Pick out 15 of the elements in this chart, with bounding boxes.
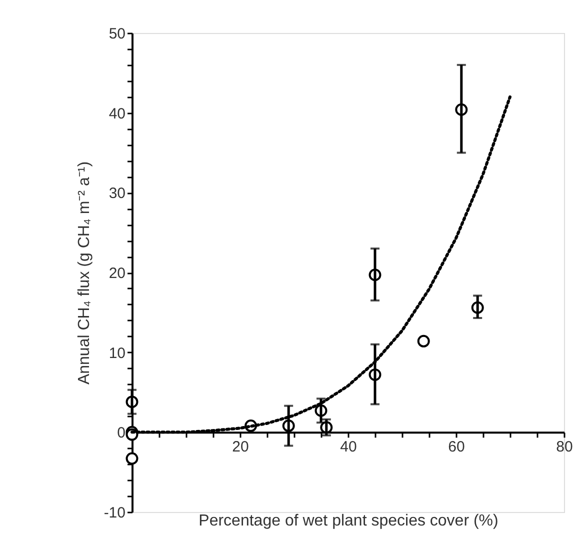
y-tick-label: 30 [108, 185, 126, 202]
y-tick-label: 10 [108, 344, 126, 362]
point [417, 334, 430, 348]
y-axis-title: Annual CH₄ flux (g CH₄ m⁻² a⁻¹) [76, 161, 93, 385]
x-tick-label: 20 [232, 438, 249, 456]
x-tick-label: 80 [556, 438, 573, 456]
y-tick-label: 20 [108, 265, 126, 282]
x-tick-label: 60 [448, 438, 465, 456]
y-tick-label: 50 [108, 26, 126, 42]
x-axis-title: Percentage of wet plant species cover (%) [198, 512, 498, 530]
y-tick-label: -10 [104, 504, 126, 522]
x-tick-label: 40 [340, 438, 357, 456]
y-tick-label: 40 [108, 105, 126, 122]
point [126, 452, 138, 465]
y-tick-label: 0 [117, 424, 126, 442]
